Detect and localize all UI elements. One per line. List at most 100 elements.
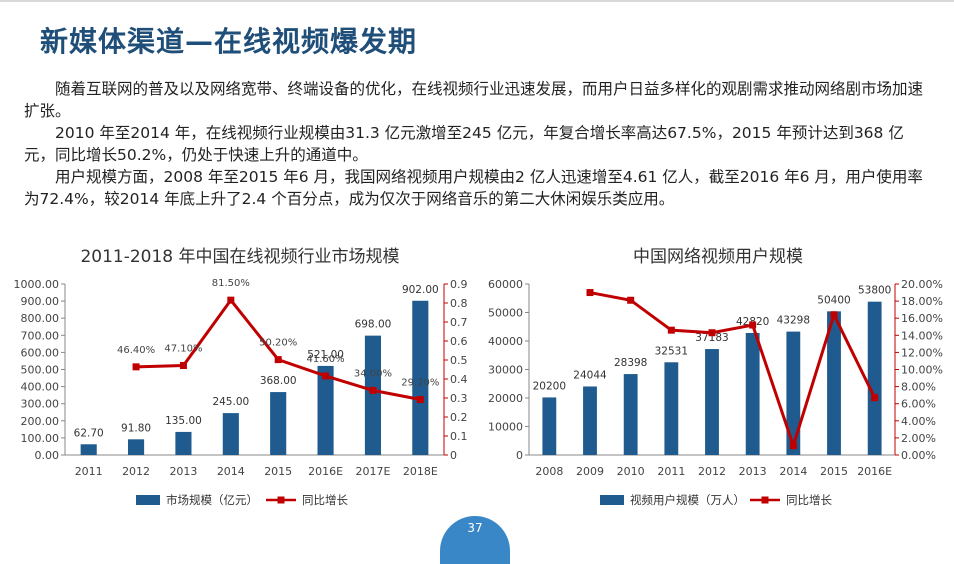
- user-scale-bar: [705, 349, 719, 455]
- market-size-growth-point: [274, 356, 282, 364]
- market-size-bar: [222, 413, 239, 455]
- user-scale-bar: [542, 397, 557, 455]
- market-size-growth-point: [179, 362, 187, 370]
- user-scale-growth-line: [589, 291, 877, 451]
- user-scale-legend-bar-label: 视频用户规模（万人）: [630, 493, 745, 507]
- market-size-bar: [80, 444, 97, 455]
- market-size-x-tick-label: 2018E: [403, 465, 438, 478]
- market-size-x-tick-label: 2015: [264, 465, 292, 478]
- user-scale-right-tick-label: 20.00%: [901, 278, 943, 291]
- market-size-x-tick-label: 2016E: [308, 465, 343, 478]
- user-scale-chart-svg: 中国网络视频用户规模 0 10000 20000 30000 40000 50000 6000…: [488, 247, 943, 507]
- market-size-bar-label: 62.70: [74, 427, 104, 439]
- user-scale-bar: [583, 386, 597, 455]
- market-size-right-tick-label: 0.4: [450, 373, 468, 386]
- market-size-x-tick-label: 2011: [75, 465, 103, 478]
- market-size-right-tick-label: 0.7: [450, 316, 468, 329]
- user-scale-x-tick-label: 2013: [739, 465, 767, 478]
- market-size-bar-label: 902.00: [402, 284, 439, 296]
- user-scale-bar: [786, 331, 801, 455]
- market-size-right-tick-label: 0.3: [450, 392, 468, 405]
- user-scale-legend-line-label: 同比增长: [786, 493, 832, 507]
- user-scale-right-tick-label: 8.00%: [901, 381, 936, 394]
- market-size-bar: [412, 300, 429, 455]
- user-scale-left-tick-label: 50000: [488, 307, 523, 320]
- market-size-left-tick-label: 900.00: [21, 295, 60, 308]
- user-scale-bar-label: 20200: [533, 380, 566, 392]
- user-scale-bar: [745, 332, 760, 455]
- user-scale-legend-bar-swatch: [600, 495, 624, 505]
- paragraph-2: 2010 年至2014 年，在线视频行业规模由31.3 亿元激增至245 亿元，…: [24, 124, 904, 164]
- market-size-x-tick-label: 2014: [217, 465, 245, 478]
- market-size-growth-label: 81.50%: [212, 278, 250, 289]
- market-size-growth-point: [132, 363, 140, 371]
- user-scale-bar-label: 53800: [858, 285, 891, 297]
- market-size-x-tick-label: 2017E: [355, 465, 390, 478]
- user-scale-x-tick-label: 2009: [576, 465, 604, 478]
- user-scale-x-tick-label: 2010: [617, 465, 645, 478]
- user-scale-growth-point: [789, 442, 797, 450]
- market-size-growth-label: 46.40%: [117, 345, 155, 356]
- market-size-left-tick-label: 800.00: [21, 312, 60, 325]
- user-scale-right-tick-label: 18.00%: [901, 295, 943, 308]
- market-size-growth-point: [369, 386, 377, 394]
- user-scale-bar-label: 37183: [695, 332, 728, 344]
- market-size-growth-label: 41.60%: [306, 354, 344, 365]
- market-size-growth-label: 34.00%: [354, 368, 392, 379]
- user-scale-x-tick-label: 2012: [698, 465, 726, 478]
- market-size-left-tick-label: 400.00: [21, 381, 60, 394]
- user-scale-bar: [664, 362, 679, 455]
- market-size-left-tick-label: 0.00: [35, 449, 60, 462]
- user-scale-legend-line-marker: [761, 496, 769, 504]
- user-scale-bar: [827, 311, 841, 455]
- paragraph-1: 随着互联网的普及以及网络宽带、终端设备的优化，在线视频行业迅速发展，而用户日益多…: [24, 80, 924, 120]
- market-size-right-tick-label: 0.1: [450, 430, 468, 443]
- user-scale-growth-point: [708, 329, 716, 337]
- user-scale-bar-label: 24044: [573, 369, 607, 381]
- user-scale-title: 中国网络视频用户规模: [633, 247, 803, 267]
- market-size-legend-bar-label: 市场规模（亿元）: [166, 493, 258, 507]
- market-size-left-tick-label: 300.00: [21, 398, 60, 411]
- page-number: 37: [440, 516, 510, 564]
- user-scale-growth-point: [749, 321, 757, 329]
- market-size-right-tick-label: 0: [450, 449, 457, 462]
- market-size-bar: [175, 431, 192, 455]
- market-size-growth-label: 47.10%: [164, 344, 202, 355]
- user-scale-chart: 中国网络视频用户规模 0 10000 20000 30000 40000 50000 6000…: [478, 238, 954, 518]
- market-size-left-tick-label: 500.00: [21, 364, 60, 377]
- market-size-x-tick-label: 2013: [169, 465, 197, 478]
- market-size-bar: [364, 335, 381, 455]
- user-scale-x-tick-label: 2011: [657, 465, 685, 478]
- market-size-right-tick-label: 0.5: [450, 354, 468, 367]
- market-size-bar: [270, 392, 287, 455]
- market-size-title: 2011-2018 年中国在线视频行业市场规模: [80, 247, 399, 267]
- top-divider: [0, 0, 954, 2]
- user-scale-left-tick-label: 10000: [488, 421, 523, 434]
- user-scale-right-tick-label: 6.00%: [901, 398, 936, 411]
- user-scale-x-tick-label: 2015: [820, 465, 848, 478]
- market-size-left-tick-label: 100.00: [21, 432, 60, 445]
- market-size-right-tick-label: 0.2: [450, 411, 468, 424]
- user-scale-left-tick-label: 40000: [488, 335, 523, 348]
- market-size-bar-label: 135.00: [165, 415, 202, 427]
- market-size-chart: 2011-2018 年中国在线视频行业市场规模 0.00 100.00 200.00 3…: [0, 238, 480, 518]
- user-scale-right-tick-label: 2.00%: [901, 432, 936, 445]
- user-scale-left-tick-label: 30000: [488, 364, 523, 377]
- market-size-growth-point: [416, 396, 424, 404]
- user-scale-growth-point: [871, 394, 879, 402]
- page-title: 新媒体渠道—在线视频爆发期: [40, 25, 418, 58]
- user-scale-bar: [867, 301, 882, 455]
- user-scale-right-tick-label: 4.00%: [901, 415, 936, 428]
- market-size-left-tick-label: 700.00: [21, 329, 60, 342]
- user-scale-left-tick-label: 0: [516, 449, 523, 462]
- user-scale-right-tick-label: 0.00%: [901, 449, 936, 462]
- market-size-growth-point: [227, 296, 235, 304]
- user-scale-left-tick-label: 60000: [488, 278, 523, 291]
- market-size-chart-svg: 2011-2018 年中国在线视频行业市场规模 0.00 100.00 200.00 3…: [14, 247, 468, 507]
- user-scale-bar: [623, 374, 638, 455]
- user-scale-bar-label: 28398: [614, 357, 647, 369]
- market-size-growth-label: 50.20%: [259, 338, 297, 349]
- user-scale-left-tick-label: 20000: [488, 392, 523, 405]
- market-size-bar-label: 91.80: [121, 422, 151, 434]
- user-scale-growth-point: [627, 296, 635, 304]
